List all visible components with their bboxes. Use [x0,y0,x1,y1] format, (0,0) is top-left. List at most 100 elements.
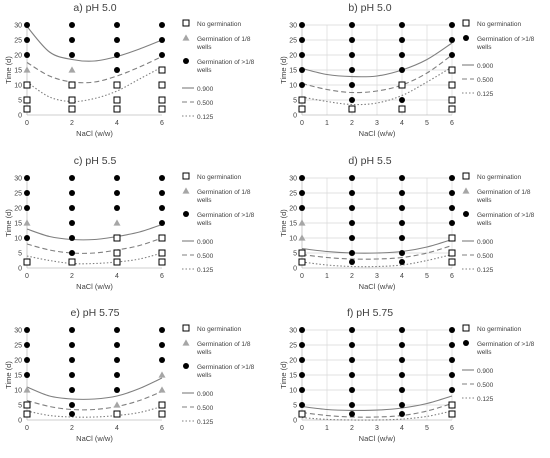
x-tick-label: 2 [70,273,74,280]
curve-dashed [26,390,163,411]
data-point-open-square [348,105,356,113]
y-tick-label: 15 [14,221,22,228]
data-point-open-square [113,234,121,242]
legend-label: No germination [197,326,241,333]
data-point-dot [69,205,75,211]
chart-panel-3: c) pH 5.5 0 5 10 15 20 25 30 0 2 4 6 NaCl (w/w) Time … [4,155,255,291]
legend-marker-triangle [462,187,470,194]
data-point-dot [114,372,120,378]
y-tick-label: 10 [289,83,297,90]
chart-title: b) pH 5.0 [348,2,391,14]
chart-title: d) pH 5.5 [348,155,391,167]
data-point-open-square [68,96,76,104]
y-tick-label: 20 [14,53,22,60]
legend-label-line: Germination of >1/8 [477,341,535,348]
x-tick-label: 6 [160,120,164,127]
y-axis-label: Time (d) [4,209,13,237]
data-point-open-square [298,258,306,266]
chart-title: e) pH 5.75 [70,307,119,319]
legend-label-line: wells [196,67,212,74]
legend-curve-label: 0.900 [197,391,214,398]
data-point-triangle [68,66,76,73]
data-point-dot [349,327,355,333]
legend-marker-dot [463,211,469,217]
curve-solid [26,223,163,241]
x-tick-label: 6 [450,273,454,280]
x-tick-label: 0 [300,273,304,280]
data-point-dot [399,22,405,28]
data-point-open-square [448,96,456,104]
data-point-dot [349,235,355,241]
y-tick-label: 20 [289,53,297,60]
data-point-dot [24,235,30,241]
data-point-dot [114,67,120,73]
data-point-open-square [448,105,456,113]
x-axis-label: NaCl (w/w) [359,434,396,443]
data-point-dot [299,190,305,196]
legend-label-line: wells [476,44,492,51]
data-point-dot [349,402,355,408]
legend-marker-open-square [462,19,470,27]
legend: No germination Germination of >1/8 wells 0.… [462,19,535,98]
y-tick-label: 5 [293,251,297,258]
data-point-dot [114,205,120,211]
data-point-dot [349,342,355,348]
data-point-dot [24,327,30,333]
x-tick-label: 0 [25,273,29,280]
data-point-dot [449,52,455,58]
data-point-triangle [23,66,31,73]
legend-curve-label: 0.900 [477,239,494,246]
legend-label-line: wells [476,197,492,204]
data-point-dot [24,37,30,43]
curve-solid [26,26,163,62]
legend-curve-label: 0.125 [477,396,494,403]
data-point-dot [24,52,30,58]
data-point-dot [399,97,405,103]
data-point-open-square [298,105,306,113]
legend-label: Germination of >1/8 wells [196,212,255,227]
data-point-triangle [23,386,31,393]
data-point-dot [69,52,75,58]
legend-curve-label: 0.125 [477,91,494,98]
chart-title: c) pH 5.5 [74,155,117,167]
x-tick-label: 5 [425,120,429,127]
legend-label: No germination [477,174,521,181]
data-point-dot [159,220,165,226]
data-point-dot [299,387,305,393]
data-point-dot [399,205,405,211]
data-point-dot [349,411,355,417]
y-tick-label: 30 [14,23,22,30]
data-point-dot [69,175,75,181]
y-tick-label: 30 [14,328,22,335]
y-tick-label: 5 [293,98,297,105]
data-point-open-square [158,234,166,242]
data-point-open-square [158,249,166,257]
y-tick-label: 30 [289,176,297,183]
curve-solid [301,42,453,78]
legend-label: No germination [197,21,241,28]
y-tick-label: 25 [14,343,22,350]
data-point-dot [69,220,75,226]
x-tick-label: 1 [325,273,329,280]
x-axis-label: NaCl (w/w) [359,282,396,291]
data-point-open-square [158,96,166,104]
legend-marker-dot [463,340,469,346]
data-point-dot [399,37,405,43]
data-point-dot [349,357,355,363]
data-point-dot [69,327,75,333]
data-point-dot [24,372,30,378]
data-point-dot [114,190,120,196]
data-point-dot [114,342,120,348]
curve-solid [301,395,453,412]
data-point-dot [399,402,405,408]
legend-label: No germination [477,21,521,28]
legend-curve-label: 0.125 [197,267,214,274]
y-tick-label: 30 [289,23,297,30]
data-point-dot [159,205,165,211]
y-tick-label: 0 [293,418,297,425]
data-point-open-square [23,258,31,266]
legend-label: Germination of 1/8 wells [196,189,251,204]
y-tick-label: 30 [289,328,297,335]
